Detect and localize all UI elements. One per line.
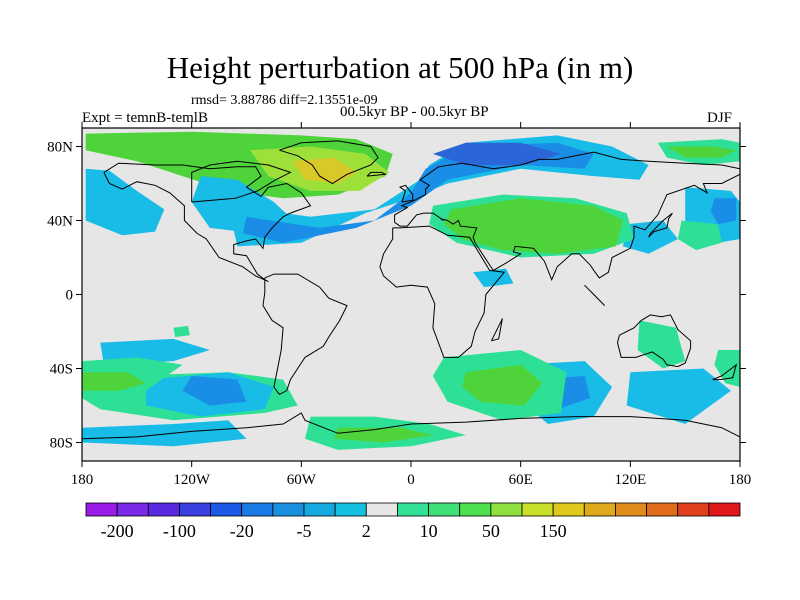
colorbar-label-7: 150	[540, 521, 567, 541]
statistics-line: rmsd= 3.88786 diff=2.13551e-09	[191, 93, 378, 109]
contour-region-29	[82, 372, 146, 391]
contour-region-32	[714, 350, 740, 387]
lon-label-4: 60E	[509, 472, 533, 488]
colorbar-swatch-20	[708, 502, 741, 517]
colorbar-swatch-4	[210, 502, 243, 517]
season-label: DJF	[707, 110, 733, 126]
colorbar-swatch-13	[490, 502, 523, 517]
contour-region-2	[292, 157, 357, 184]
coastline-8	[191, 160, 292, 203]
coastline-2	[262, 273, 348, 396]
colorbar-swatch-12	[459, 502, 492, 517]
colorbar-label-4: 2	[362, 521, 371, 541]
coastline-10	[648, 212, 673, 238]
colorbar-swatch-10	[397, 502, 429, 517]
lat-label-4: 80S	[50, 436, 73, 452]
contour-region-33	[173, 325, 190, 337]
colorbar-label-6: 50	[482, 521, 500, 541]
contour-fill-layer	[82, 131, 740, 450]
contour-region-15	[666, 146, 737, 158]
diff-value: 2.13551e-09	[307, 93, 378, 108]
experiment-label: Expt = temnB-temlB	[82, 110, 208, 126]
contour-region-16	[677, 220, 722, 251]
colorbar-swatch-2	[147, 502, 180, 517]
contour-region-20	[82, 420, 247, 447]
coastline-0	[103, 162, 312, 283]
lon-label-5: 120E	[614, 472, 646, 488]
colorbar-swatch-9	[365, 502, 398, 517]
contour-region-13	[443, 198, 623, 254]
diff-label: diff=	[279, 93, 308, 108]
colorbar-swatch-14	[521, 502, 554, 517]
lat-label-1: 40N	[47, 214, 73, 230]
colorbar-swatch-16	[583, 502, 616, 517]
coastline-13	[366, 171, 388, 177]
colorbar-swatch-15	[552, 502, 585, 517]
colorbar-swatch-6	[272, 502, 305, 517]
contour-region-31	[626, 368, 731, 424]
colorbar-swatch-11	[428, 502, 461, 517]
period-label: 00.5kyr BP - 00.5kyr BP	[340, 104, 489, 120]
lon-label-3: 0	[407, 472, 415, 488]
contour-region-25	[462, 364, 543, 406]
colorbar-swatch-5	[241, 502, 274, 517]
colorbar-swatch-7	[303, 502, 336, 517]
coastline-9	[712, 363, 738, 381]
lon-label-0: 180	[71, 472, 94, 488]
coastline-7	[398, 184, 414, 203]
lat-label-3: 40S	[50, 362, 73, 378]
colorbar-swatch-19	[677, 502, 710, 517]
colorbar-swatch-8	[334, 502, 367, 517]
rmsd-value: 3.88786	[230, 93, 276, 108]
colorbar-label-0: -200	[101, 521, 134, 541]
coastline-1	[279, 140, 379, 185]
lon-label-6: 180	[729, 472, 752, 488]
contour-region-6	[242, 142, 594, 243]
coastline-12	[490, 318, 503, 342]
coastline-4	[394, 151, 740, 282]
colorbar-label-3: -5	[297, 521, 312, 541]
colorbar-swatch-18	[646, 502, 679, 517]
colorbar-label-5: 10	[420, 521, 438, 541]
lon-label-2: 60W	[287, 472, 317, 488]
contour-region-30	[637, 320, 686, 369]
rmsd-label: rmsd=	[191, 93, 227, 108]
map-title: Height perturbation at 500 hPa (in m)	[166, 50, 634, 85]
coastline-11	[584, 284, 606, 306]
coastline-6	[82, 412, 740, 440]
colorbar-label-2: -20	[230, 521, 254, 541]
colorbar-label-1: -100	[163, 521, 196, 541]
colorbar-swatch-17	[615, 502, 647, 517]
map-axes: 80N 40N 0 40S 80S 180 120W 60W 0 60E 120E 180	[47, 122, 751, 488]
lat-label-0: 80N	[47, 140, 73, 156]
colorbar-swatch-3	[179, 502, 211, 517]
lat-label-2: 0	[66, 288, 74, 304]
lon-label-1: 120W	[173, 472, 211, 488]
colorbar-swatch-0	[85, 502, 118, 517]
colorbar: -200 -100 -20 -5 2 10 50 150	[85, 502, 741, 541]
coastline-3	[379, 225, 506, 358]
coastline-5	[616, 314, 692, 368]
contour-region-9	[710, 198, 737, 225]
coastline-layer	[82, 140, 740, 440]
contour-region-7	[432, 142, 561, 165]
colorbar-swatch-1	[116, 502, 149, 517]
contour-region-21	[182, 375, 247, 406]
contour-region-3	[85, 168, 165, 236]
